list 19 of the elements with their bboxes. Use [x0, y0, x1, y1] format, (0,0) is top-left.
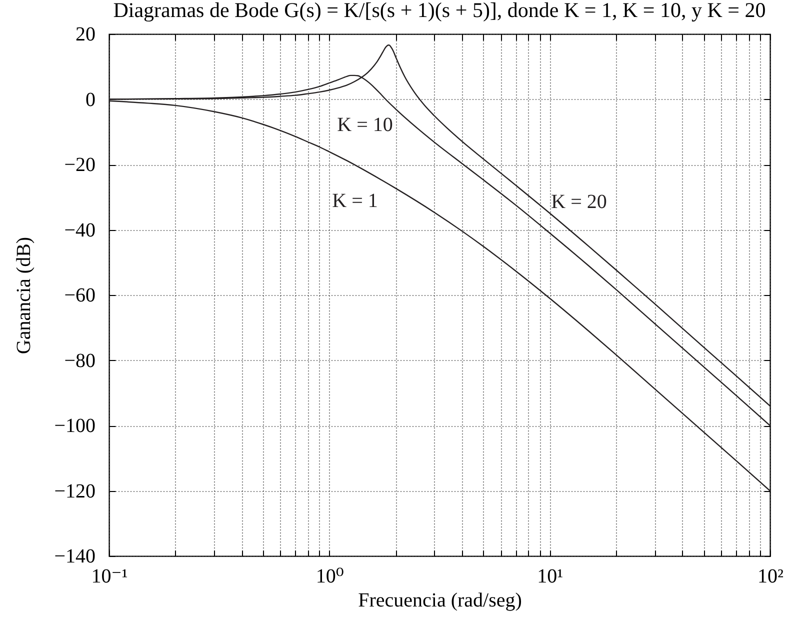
series-label: K = 10 [337, 114, 393, 136]
series-label: K = 20 [551, 191, 607, 213]
y-tick-label: −80 [64, 350, 96, 372]
y-tick-label: 20 [76, 24, 96, 46]
y-tick-label: −140 [54, 546, 96, 568]
y-axis-title: Ganancia (dB) [13, 236, 36, 354]
x-tick-label: 10¹ [537, 566, 564, 588]
series-label: K = 1 [332, 190, 378, 212]
y-tick-label: −20 [64, 154, 96, 176]
y-tick-label: −40 [64, 219, 96, 242]
x-tick-label: 10² [758, 566, 784, 588]
x-axis-title: Frecuencia (rad/seg) [358, 590, 522, 612]
x-tick-label: 10⁻¹ [91, 566, 128, 588]
y-tick-label: −120 [54, 480, 96, 502]
chart-title: Diagramas de Bode G(s) = K/[s(s + 1)(s + 5)], donde K = 1, K = 10, y K = 20 [113, 0, 766, 22]
y-tick-label: 0 [86, 88, 96, 111]
x-tick-label: 10⁰ [316, 566, 344, 588]
y-tick-label: −60 [64, 284, 96, 306]
y-tick-label: −100 [54, 415, 96, 437]
